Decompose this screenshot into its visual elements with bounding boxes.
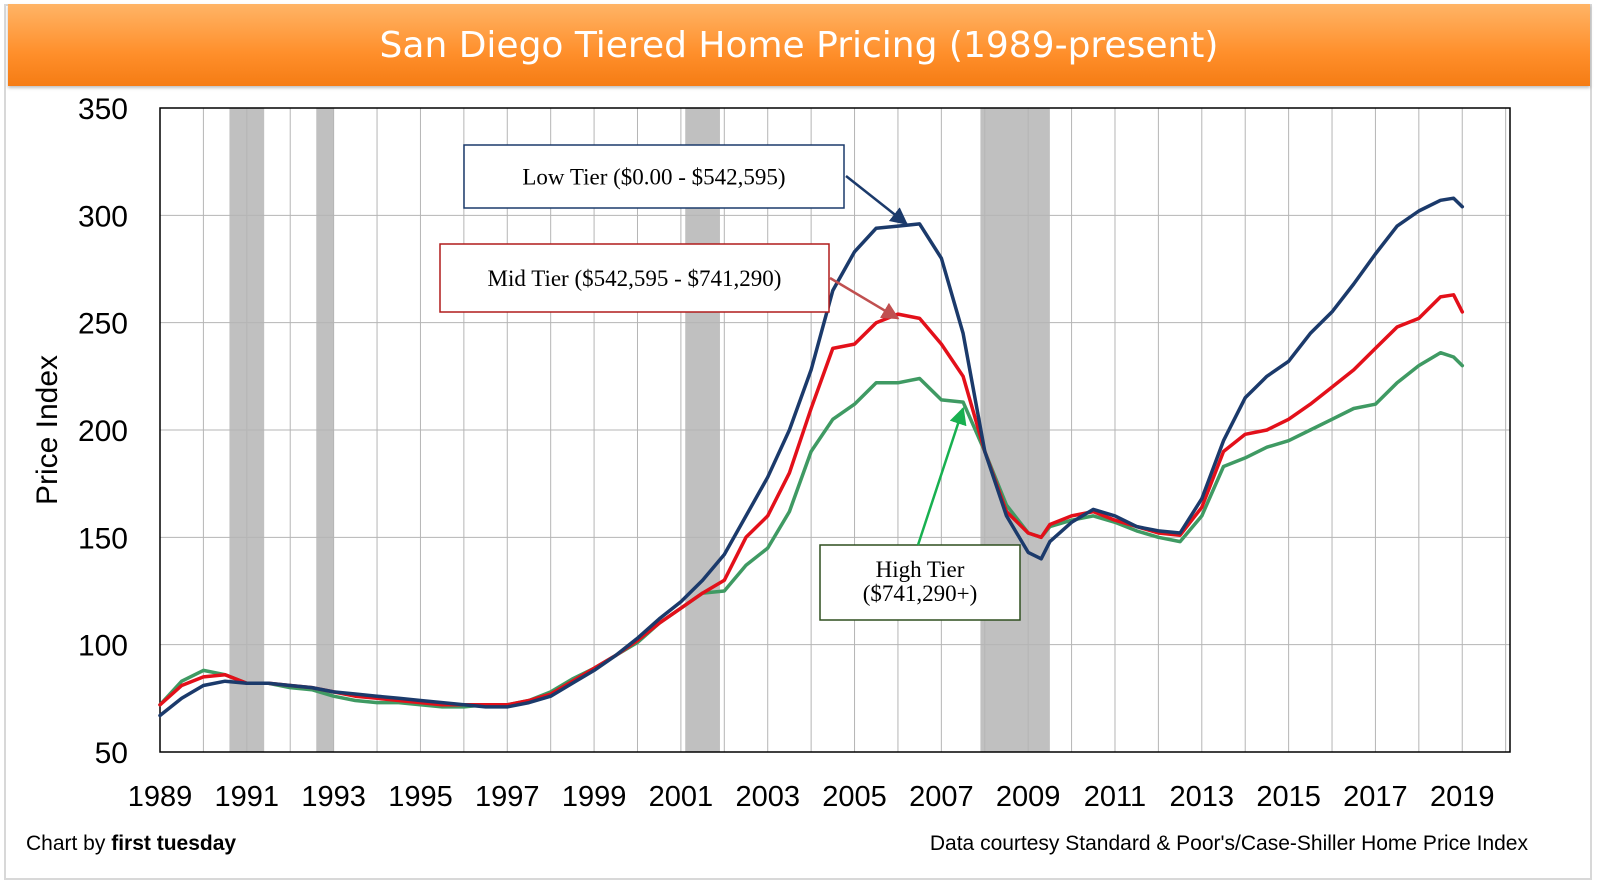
annotation-arrow [829,276,900,320]
chart-title: San Diego Tiered Home Pricing (1989-pres… [379,24,1219,66]
x-tick-label: 2011 [1084,781,1146,813]
x-tick-label: 2005 [822,781,887,813]
annotation-box [439,243,830,313]
y-tick-label: 250 [78,308,128,341]
x-tick-label: 2019 [1430,781,1495,813]
y-tick-label: 50 [95,737,128,770]
x-tick-label: 1999 [562,781,627,813]
annotation-high-tier: High Tier($741,290+) [819,406,1021,621]
annotation-arrow [845,175,908,226]
data-source: Data courtesy Standard & Poor's/Case-Shi… [929,832,1528,855]
chart-credit: Chart by first tuesday [26,832,236,856]
annotation-box [463,144,845,209]
x-tick-label: 2001 [649,781,714,813]
credit-prefix: Chart by [26,832,112,855]
title-bar: San Diego Tiered Home Pricing (1989-pres… [8,4,1590,86]
x-tick-label: 2009 [996,781,1061,813]
x-tick-label: 1989 [128,781,193,813]
annotation-box [819,544,1021,621]
series-line-high-tier [158,350,1465,709]
y-tick-label: 300 [78,200,128,233]
y-tick-label: 350 [78,93,128,126]
annotation-text: Low Tier ($0.00 - $542,595) [522,165,785,190]
series-line-mid-tier [158,293,1465,707]
x-tick-label: 1997 [475,781,540,813]
x-tick-label: 1993 [301,781,366,813]
x-tick-label: 2013 [1170,781,1235,813]
annotation-low-tier: Low Tier ($0.00 - $542,595) [463,144,908,226]
x-tick-label: 2017 [1343,781,1408,813]
y-tick-label: 150 [78,522,128,555]
annotation-mid-tier: Mid Tier ($542,595 - $741,290) [439,243,900,320]
x-tick-label: 1995 [388,781,453,813]
series-line-low-tier [158,196,1465,718]
credit-name: first tuesday [111,832,237,855]
x-tick-label: 1991 [215,781,280,813]
y-tick-label: 200 [78,415,128,448]
annotation-text: High Tier [876,557,965,582]
x-tick-label: 2007 [909,781,974,813]
annotation-text: ($741,290+) [863,581,978,606]
annotation-text: Mid Tier ($542,595 - $741,290) [488,266,782,291]
y-axis-label: Price Index [31,355,64,505]
x-tick-label: 2015 [1256,781,1321,813]
x-tick-label: 2003 [735,781,800,813]
annotation-arrow [916,406,967,546]
plot-border [159,107,1511,753]
y-tick-label: 100 [78,630,128,663]
